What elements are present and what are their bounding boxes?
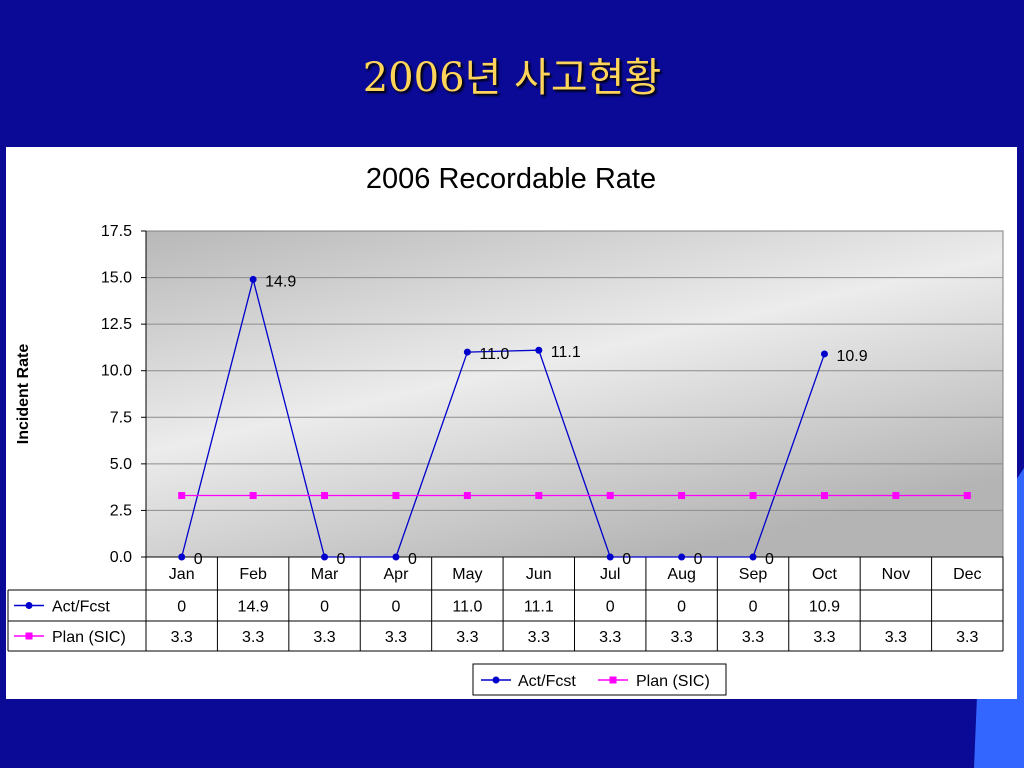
- data-point: [463, 348, 471, 356]
- series-lines: 0 14.9 0 0 11.0 11.1 0 0 0 10.9: [178, 273, 971, 568]
- data-point: [535, 346, 543, 354]
- table-cell: 0: [320, 599, 329, 616]
- table-cell: 3.3: [956, 629, 978, 646]
- data-point: [678, 492, 686, 500]
- data-label: 0: [194, 551, 203, 568]
- table-cell: 0: [606, 599, 615, 616]
- y-tick-label: 15.0: [101, 270, 132, 287]
- data-point: [249, 492, 257, 500]
- table-legend-marker: [25, 632, 33, 640]
- data-point: [678, 553, 686, 561]
- y-tick-label: 7.5: [110, 409, 132, 426]
- legend-label: Plan (SIC): [636, 673, 710, 690]
- data-point: [392, 553, 400, 561]
- chart-title: 2006 Recordable Rate: [366, 163, 656, 195]
- x-tick-label: Sep: [739, 566, 768, 583]
- x-tick-label: Jun: [526, 566, 552, 583]
- table-cell: 0: [749, 599, 758, 616]
- data-point: [749, 492, 757, 500]
- recordable-rate-chart: 2006 Recordable Rate Incident Rate 0.0 2.…: [7, 163, 1004, 696]
- x-tick-label: Feb: [239, 566, 267, 583]
- table-cell: 3.3: [885, 629, 907, 646]
- table-series-name: Act/Fcst: [52, 599, 110, 616]
- data-point: [249, 275, 257, 283]
- table-cell: 3.3: [171, 629, 193, 646]
- table-cell: 3.3: [599, 629, 621, 646]
- data-point: [963, 492, 971, 500]
- table-cell: 3.3: [242, 629, 264, 646]
- x-tick-label: Aug: [667, 566, 695, 583]
- data-point: [606, 553, 614, 561]
- data-label: 0: [694, 551, 703, 568]
- x-tick-label: May: [452, 566, 482, 583]
- table-cell: 11.0: [452, 599, 482, 616]
- table-cell: 3.3: [528, 629, 550, 646]
- table-cell: 3.3: [385, 629, 407, 646]
- data-label: 14.9: [265, 273, 296, 290]
- chart-panel: 2006 Recordable Rate Incident Rate 0.0 2.…: [6, 147, 1017, 699]
- table-cell: 3.3: [313, 629, 335, 646]
- data-label: 10.9: [836, 348, 867, 365]
- data-point: [749, 553, 757, 561]
- table-cell: 3.3: [813, 629, 835, 646]
- y-tick-label: 12.5: [101, 316, 132, 333]
- y-tick-label: 5.0: [110, 456, 132, 473]
- y-tick-label: 2.5: [110, 502, 132, 519]
- table-cell: 14.9: [238, 599, 269, 616]
- data-table: Jan Feb Mar Apr May Jun Jul Aug Sep Oct Nov Dec Act/…: [7, 556, 1004, 652]
- data-point: [178, 553, 186, 561]
- legend-label: Act/Fcst: [518, 673, 576, 690]
- x-tick-label: Mar: [311, 566, 339, 583]
- legend-marker: [609, 676, 617, 684]
- table-cell: 0: [177, 599, 186, 616]
- table-cell: 10.9: [809, 599, 840, 616]
- table-cell: 0: [677, 599, 686, 616]
- table-cell: 3.3: [671, 629, 693, 646]
- x-tick-label: Apr: [384, 566, 410, 583]
- data-point: [535, 492, 543, 500]
- data-point: [892, 492, 900, 500]
- table-series-name: Plan (SIC): [52, 629, 126, 646]
- table-cell: 3.3: [742, 629, 764, 646]
- x-tick-label: Jul: [600, 566, 620, 583]
- table-cell: 0: [392, 599, 401, 616]
- data-label: 0: [765, 551, 774, 568]
- gridlines: [146, 277, 1003, 511]
- legend: Act/Fcst Plan (SIC): [472, 663, 727, 696]
- x-tick-label: Oct: [812, 566, 837, 583]
- y-tick-label: 17.5: [101, 223, 132, 240]
- slide-title: 2006년 사고현황: [362, 55, 662, 101]
- y-axis-label: Incident Rate: [15, 344, 32, 445]
- legend-marker: [492, 676, 500, 684]
- y-tick-label: 0.0: [110, 549, 132, 566]
- y-axis-ticks: 0.0 2.5 5.0 7.5 10.0 12.5 15.0 17.5: [101, 223, 147, 566]
- data-label: 11.0: [479, 346, 509, 363]
- data-point: [606, 492, 614, 500]
- table-cell: 3.3: [456, 629, 478, 646]
- data-label: 11.1: [551, 344, 581, 361]
- series-line-0: [181, 279, 826, 558]
- x-tick-label: Dec: [953, 566, 981, 583]
- table-cell: 11.1: [524, 599, 554, 616]
- x-tick-label: Nov: [882, 566, 910, 583]
- data-point: [463, 492, 471, 500]
- data-label: 0: [408, 551, 417, 568]
- plot-area: [145, 230, 1004, 558]
- y-tick-label: 10.0: [101, 363, 132, 380]
- data-point: [820, 492, 828, 500]
- data-point: [321, 553, 329, 561]
- data-label: 0: [622, 551, 631, 568]
- data-point: [321, 492, 329, 500]
- data-point: [820, 350, 828, 358]
- table-legend-marker: [25, 602, 33, 609]
- data-point: [392, 492, 400, 500]
- data-label: 0: [337, 551, 346, 568]
- x-tick-label: Jan: [169, 566, 195, 583]
- data-point: [178, 492, 186, 500]
